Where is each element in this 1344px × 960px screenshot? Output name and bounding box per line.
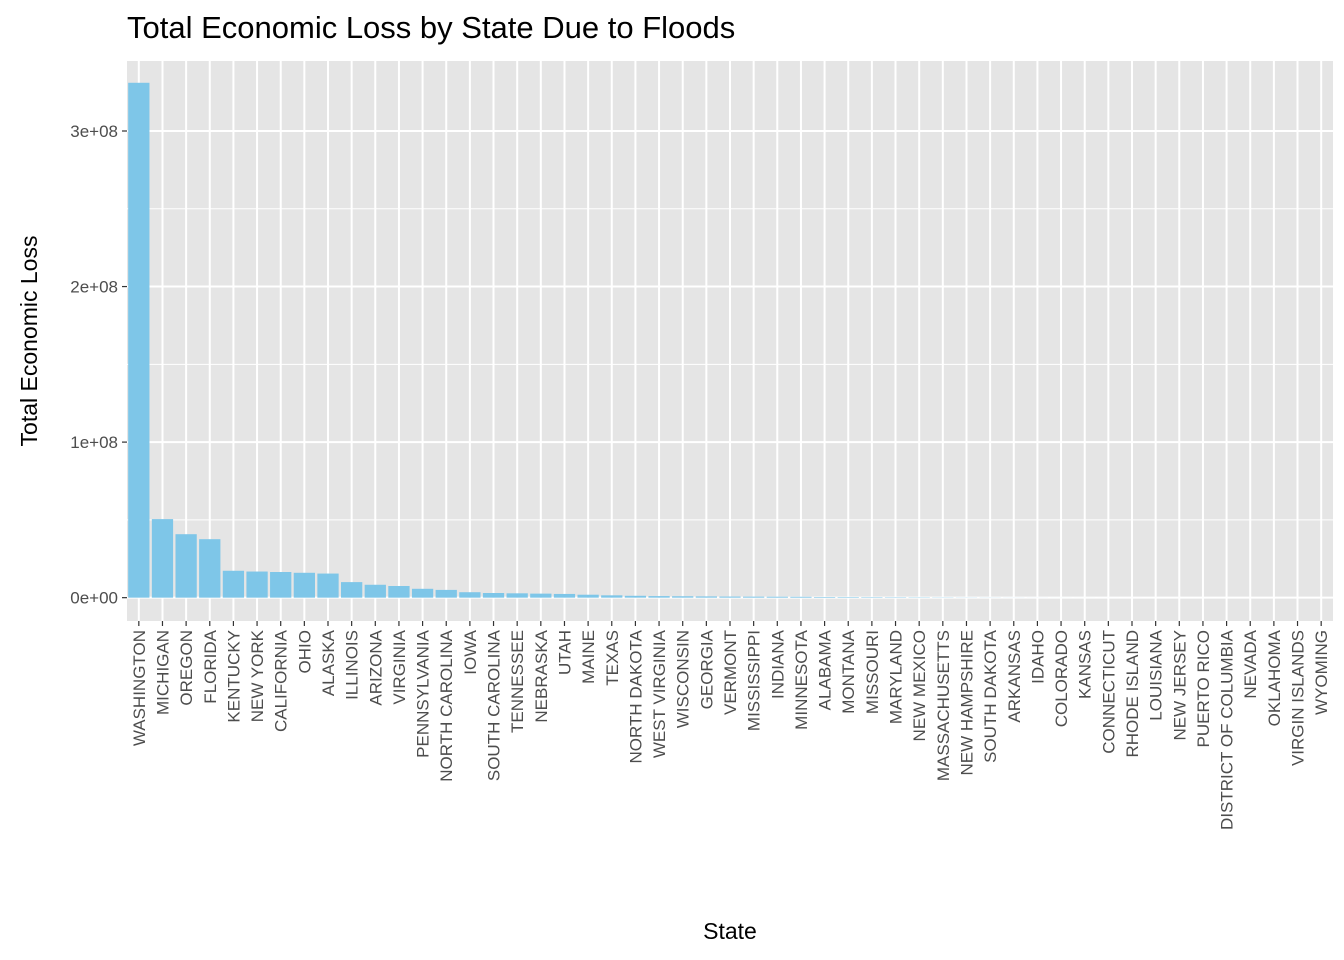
x-tick-label: NEW HAMPSHIRE bbox=[957, 630, 976, 775]
x-tick-label: PENNSYLVANIA bbox=[414, 629, 433, 758]
bar bbox=[743, 596, 765, 598]
x-tick-label: ALASKA bbox=[319, 629, 338, 696]
x-tick-label: FLORIDA bbox=[201, 629, 220, 703]
x-tick-label: OKLAHOMA bbox=[1265, 629, 1284, 726]
y-tick-label: 1e+08 bbox=[70, 433, 118, 452]
bar bbox=[624, 595, 647, 598]
y-axis: 0e+00 1e+08 2e+08 3e+08 bbox=[70, 122, 127, 608]
x-tick-label: NEVADA bbox=[1241, 629, 1260, 698]
x-tick-label: MARYLAND bbox=[887, 630, 906, 724]
x-tick-label: TENNESSEE bbox=[508, 630, 527, 733]
x-tick-label: SOUTH DAKOTA bbox=[981, 629, 1000, 763]
bar bbox=[128, 82, 150, 598]
x-tick-label: VIRGINIA bbox=[390, 629, 409, 704]
bar bbox=[270, 572, 292, 598]
x-tick-label: COLORADO bbox=[1052, 630, 1071, 727]
x-tick-label: TEXAS bbox=[603, 630, 622, 686]
bar bbox=[435, 589, 457, 598]
x-tick-label: ARIZONA bbox=[366, 629, 385, 705]
bar bbox=[506, 593, 528, 598]
bar bbox=[293, 572, 315, 598]
x-tick-label: CONNECTICUT bbox=[1099, 630, 1118, 754]
bar bbox=[246, 571, 268, 598]
x-tick-label: NEW MEXICO bbox=[910, 630, 929, 741]
x-tick-label: KANSAS bbox=[1076, 630, 1095, 699]
x-tick-label: KENTUCKY bbox=[224, 630, 243, 723]
x-tick-label: SOUTH CAROLINA bbox=[485, 629, 504, 781]
bar bbox=[151, 519, 174, 598]
bar bbox=[695, 596, 717, 598]
x-tick-label: MASSACHUSETTS bbox=[934, 630, 953, 781]
x-tick-label: MISSISSIPPI bbox=[745, 630, 764, 731]
x-tick-label: WYOMING bbox=[1312, 630, 1331, 715]
x-tick-label: OREGON bbox=[177, 630, 196, 706]
x-tick-label: NEBRASKA bbox=[532, 629, 551, 722]
x-tick-label: UTAH bbox=[555, 630, 574, 675]
x-tick-label: NEW JERSEY bbox=[1170, 630, 1189, 741]
x-tick-label: INDIANA bbox=[768, 629, 787, 699]
x-tick-label: ARKANSAS bbox=[1005, 630, 1024, 723]
x-tick-label: DISTRICT OF COLUMBIA bbox=[1218, 629, 1237, 830]
bars bbox=[128, 82, 1332, 598]
bar bbox=[837, 597, 859, 598]
x-tick-label: WEST VIRGINIA bbox=[650, 629, 669, 758]
x-tick-label: IDAHO bbox=[1028, 630, 1047, 684]
bar bbox=[790, 596, 812, 598]
bar bbox=[813, 597, 836, 598]
bar bbox=[672, 596, 694, 598]
bar bbox=[364, 584, 386, 598]
bar bbox=[601, 595, 623, 598]
x-tick-label: MISSOURI bbox=[863, 630, 882, 714]
x-tick-label: LOUISIANA bbox=[1147, 629, 1166, 720]
x-tick-label: PUERTO RICO bbox=[1194, 630, 1213, 747]
x-tick-label: ALABAMA bbox=[816, 629, 835, 710]
x-tick-label: VERMONT bbox=[721, 630, 740, 715]
x-tick-label: ILLINOIS bbox=[343, 630, 362, 700]
y-axis-title: Total Economic Loss bbox=[16, 236, 42, 447]
bar bbox=[222, 570, 245, 598]
x-tick-label: CALIFORNIA bbox=[272, 629, 291, 732]
x-tick-label: MAINE bbox=[579, 630, 598, 684]
bar bbox=[530, 593, 552, 598]
x-tick-label: WASHINGTON bbox=[130, 630, 149, 746]
x-tick-label: GEORGIA bbox=[697, 629, 716, 709]
chart-title: Total Economic Loss by State Due to Floo… bbox=[127, 10, 736, 45]
bar bbox=[317, 573, 339, 598]
bar bbox=[648, 596, 670, 598]
bar bbox=[459, 592, 481, 598]
bar bbox=[388, 586, 410, 598]
bar bbox=[577, 594, 599, 598]
x-tick-label: RHODE ISLAND bbox=[1123, 630, 1142, 758]
bar bbox=[766, 596, 788, 598]
x-axis-title: State bbox=[703, 918, 757, 944]
bar bbox=[175, 534, 197, 598]
y-tick-label: 2e+08 bbox=[70, 278, 118, 297]
bar bbox=[553, 593, 576, 598]
x-tick-label: NORTH CAROLINA bbox=[437, 629, 456, 781]
y-tick-label: 3e+08 bbox=[70, 122, 118, 141]
y-tick-label: 0e+00 bbox=[70, 589, 118, 608]
x-tick-label: NEW YORK bbox=[248, 629, 267, 722]
x-tick-label: OHIO bbox=[295, 630, 314, 673]
x-tick-label: NORTH DAKOTA bbox=[626, 629, 645, 763]
x-tick-label: MINNESOTA bbox=[792, 629, 811, 729]
bar bbox=[199, 539, 221, 598]
bar bbox=[719, 596, 741, 598]
x-tick-label: IOWA bbox=[461, 629, 480, 674]
bar bbox=[411, 588, 434, 598]
x-axis: WASHINGTON MICHIGAN OREGON FLORIDA KENTUCKY N… bbox=[130, 621, 1331, 830]
x-tick-label: MONTANA bbox=[839, 629, 858, 713]
x-tick-label: MICHIGAN bbox=[153, 630, 172, 715]
bar bbox=[482, 593, 505, 598]
x-tick-label: WISCONSIN bbox=[674, 630, 693, 728]
x-tick-label: VIRGIN ISLANDS bbox=[1289, 630, 1308, 766]
bar bbox=[341, 582, 363, 598]
